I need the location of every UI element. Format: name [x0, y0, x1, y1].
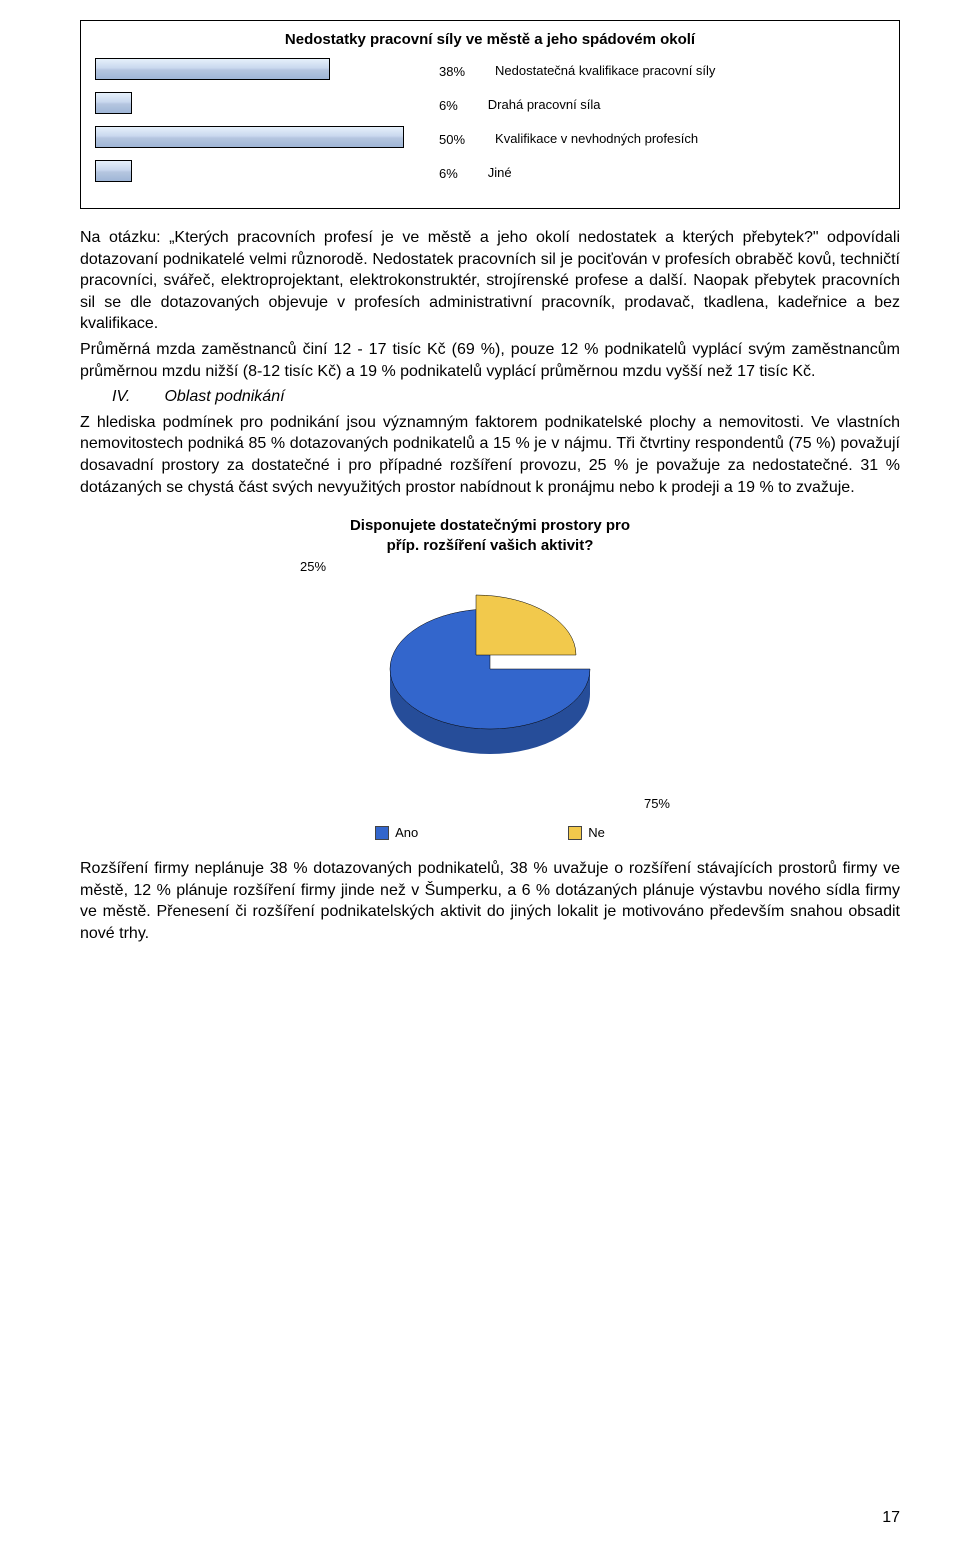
pie-chart-title: Disponujete dostatečnými prostory pro př…: [240, 516, 740, 555]
paragraph: Rozšíření firmy neplánuje 38 % dotazovan…: [80, 858, 900, 944]
bar-pct-label: 50%: [439, 132, 465, 147]
legend-label: Ne: [588, 825, 605, 840]
bar-row: 38%Nedostatečná kvalifikace pracovní síl…: [95, 58, 885, 84]
bar-track: [95, 160, 435, 186]
bar-chart-title: Nedostatky pracovní síly ve městě a jeho…: [95, 31, 885, 48]
bar-pct-label: 38%: [439, 64, 465, 79]
section-heading: IV. Oblast podnikání: [80, 386, 900, 408]
bar-row: 6%Jiné: [95, 160, 885, 186]
paragraph: Z hlediska podmínek pro podnikání jsou v…: [80, 412, 900, 498]
bar-track: [95, 58, 435, 84]
bar-pct-label: 6%: [439, 166, 458, 181]
bar-fill: [95, 92, 132, 114]
legend-item-ano: Ano: [375, 825, 418, 840]
legend-label: Ano: [395, 825, 418, 840]
pie-svg: [350, 559, 630, 779]
pie-chart-canvas: 25% 75%: [240, 559, 740, 819]
paragraph: Průměrná mzda zaměstnanců činí 12 - 17 t…: [80, 339, 900, 382]
bar-legend-label: Nedostatečná kvalifikace pracovní síly: [465, 63, 885, 79]
body-text-block-2: Rozšíření firmy neplánuje 38 % dotazovan…: [80, 858, 900, 944]
bar-row: 50%Kvalifikace v nevhodných profesích: [95, 126, 885, 152]
bar-fill: [95, 58, 330, 80]
section-title: Oblast podnikání: [164, 388, 284, 405]
bar-chart-body: 38%Nedostatečná kvalifikace pracovní síl…: [95, 58, 885, 186]
page-number: 17: [882, 1509, 900, 1527]
bar-track: [95, 92, 435, 118]
bar-fill: [95, 126, 404, 148]
pie-chart-space-sufficiency: Disponujete dostatečnými prostory pro př…: [240, 516, 740, 840]
bar-chart-labor-shortages: Nedostatky pracovní síly ve městě a jeho…: [80, 20, 900, 209]
pie-legend: Ano Ne: [240, 825, 740, 840]
paragraph: Na otázku: „Kterých pracovních profesí j…: [80, 227, 900, 335]
bar-row: 6%Drahá pracovní síla: [95, 92, 885, 118]
legend-swatch-ne: [568, 826, 582, 840]
pie-slice-label-ano: 75%: [644, 796, 670, 811]
bar-legend-label: Drahá pracovní síla: [458, 97, 885, 113]
body-text-block-1: Na otázku: „Kterých pracovních profesí j…: [80, 227, 900, 498]
section-roman: IV.: [112, 386, 160, 408]
legend-swatch-ano: [375, 826, 389, 840]
bar-legend-label: Jiné: [458, 165, 885, 181]
pie-slice-ne-group: [476, 595, 576, 667]
pie-slice-label-ne: 25%: [300, 559, 326, 574]
bar-track: [95, 126, 435, 152]
bar-pct-label: 6%: [439, 98, 458, 113]
pie-slice-ne: [476, 595, 576, 655]
bar-fill: [95, 160, 132, 182]
document-page: Nedostatky pracovní síly ve městě a jeho…: [0, 0, 960, 1547]
bar-legend-label: Kvalifikace v nevhodných profesích: [465, 131, 885, 147]
legend-item-ne: Ne: [568, 825, 605, 840]
